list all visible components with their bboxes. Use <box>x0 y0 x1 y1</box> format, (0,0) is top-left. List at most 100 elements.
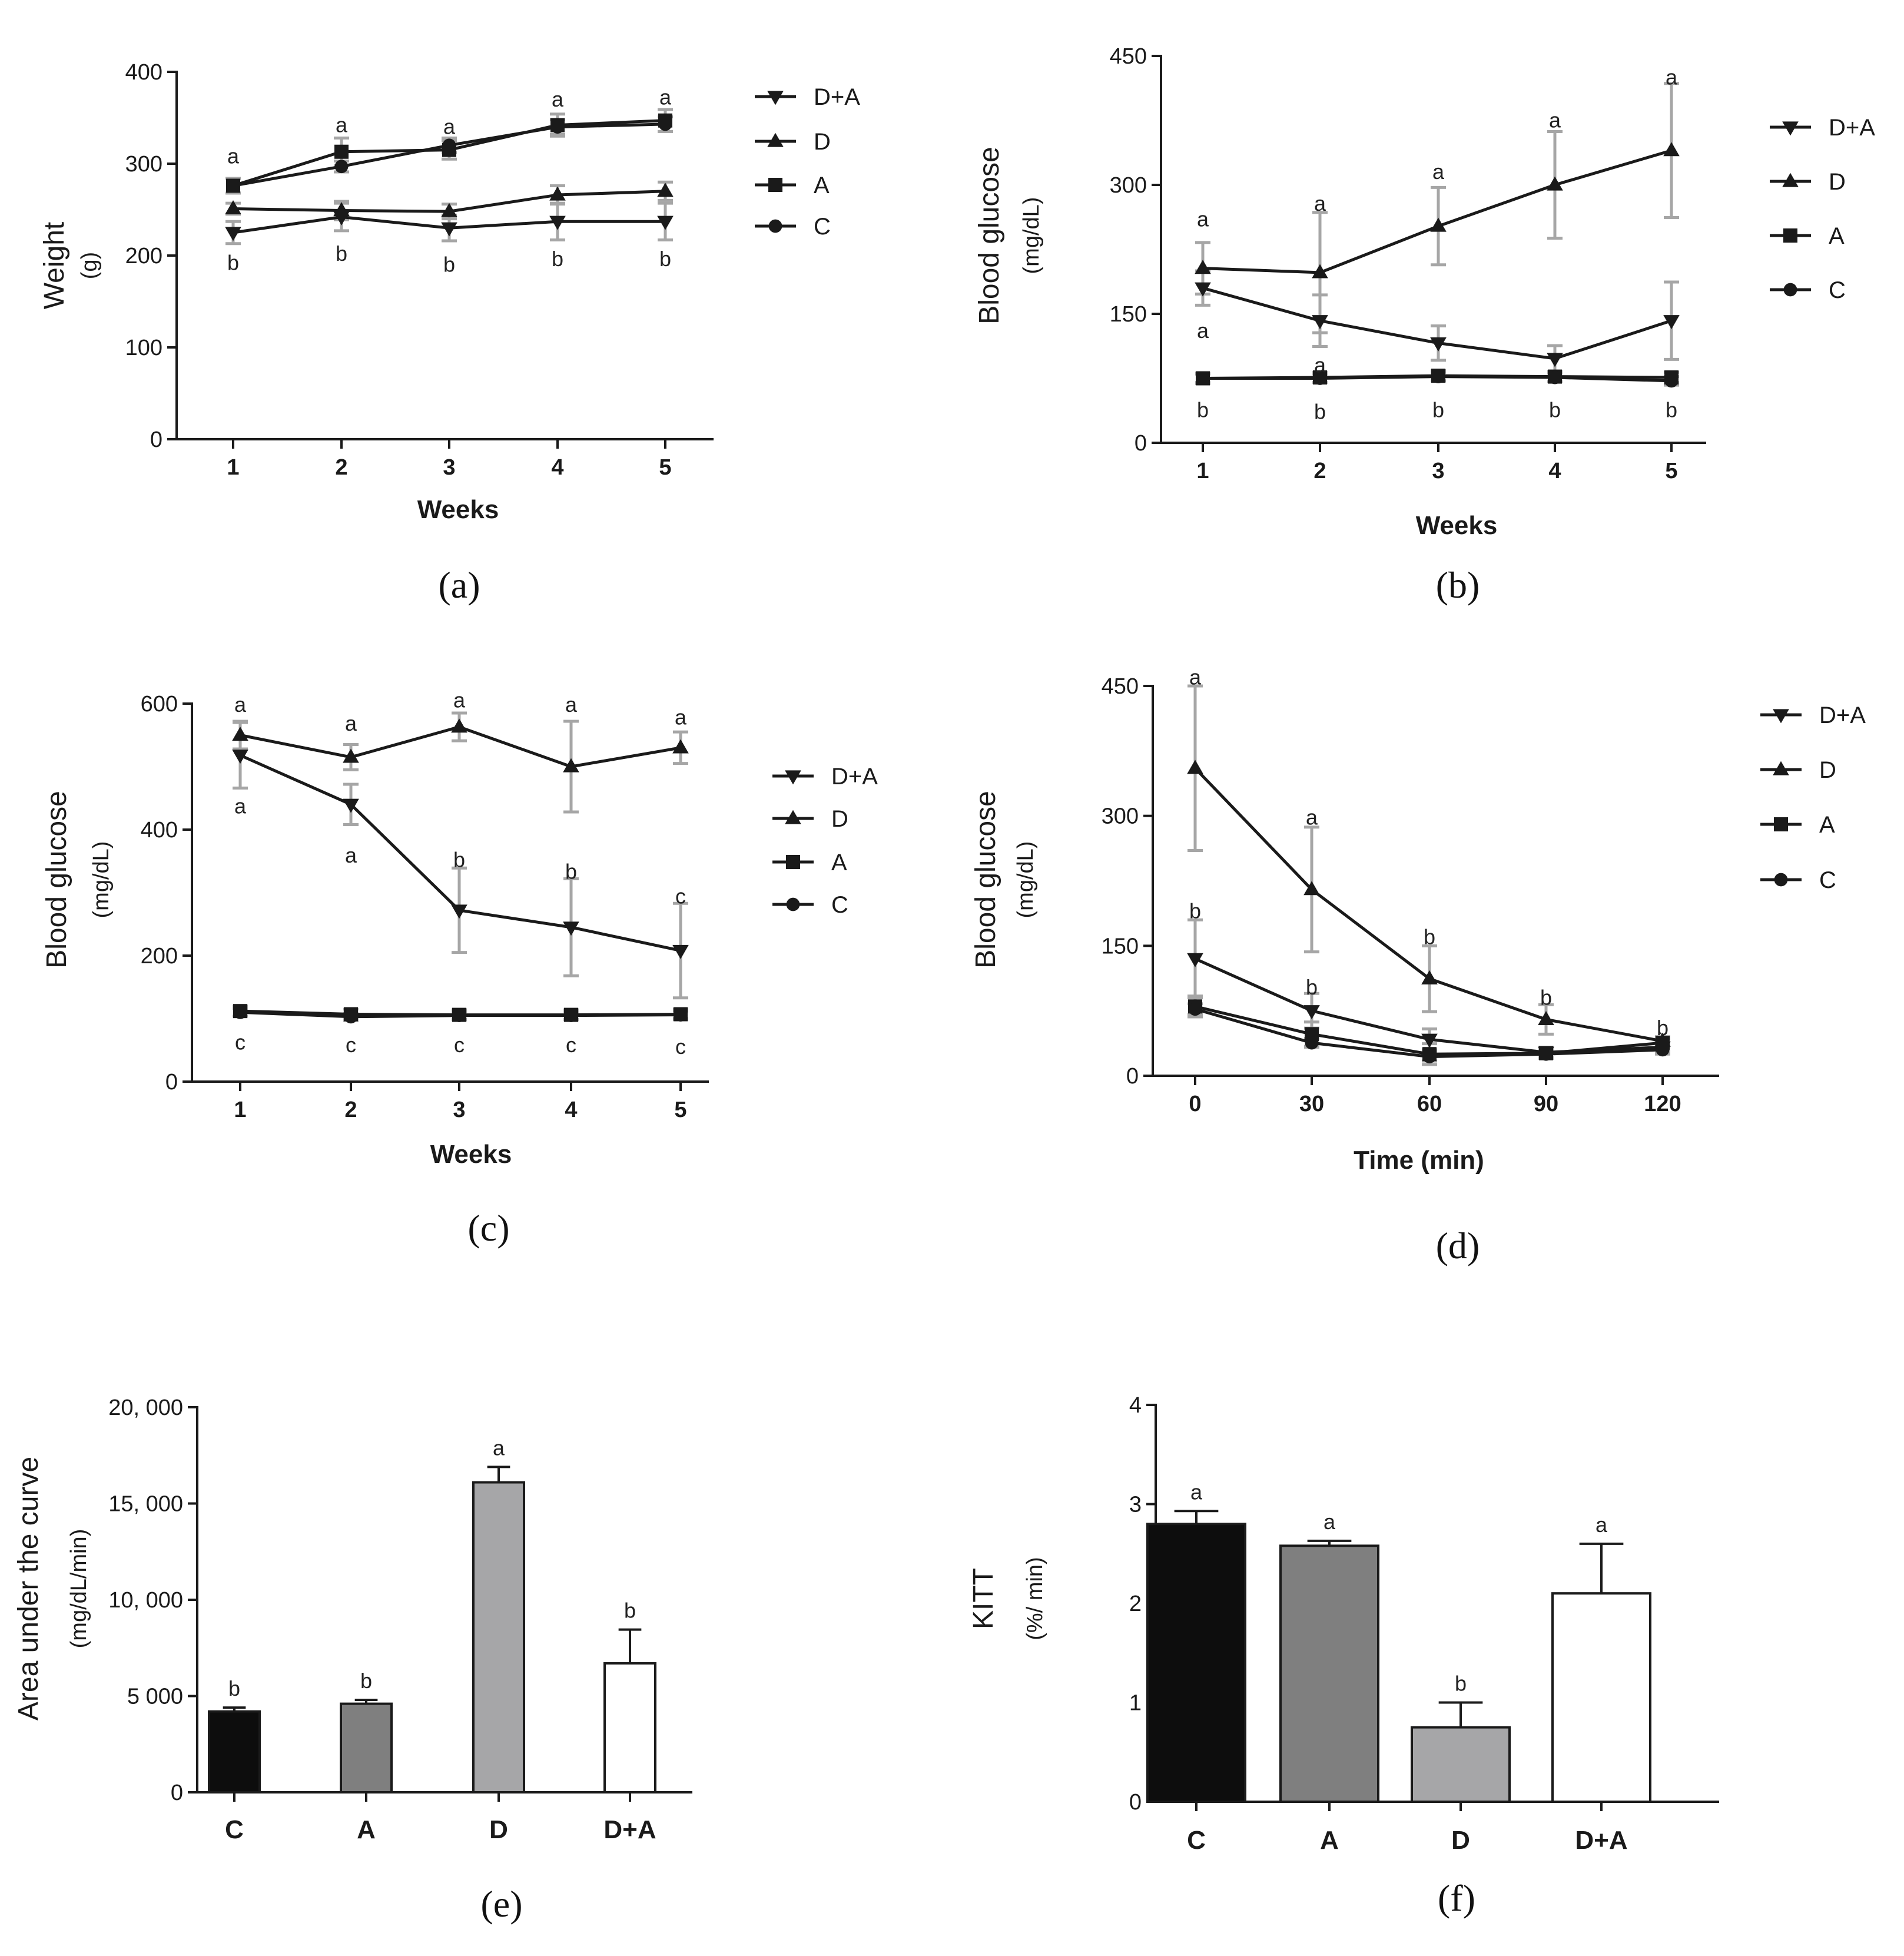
y-tick-label: 0 <box>150 427 162 452</box>
data-point-D <box>441 203 457 217</box>
legend-marker <box>768 219 782 233</box>
y-tick-label: 450 <box>1110 44 1147 69</box>
legend-label: A <box>831 850 847 876</box>
y-tick-label: 3 <box>1129 1493 1142 1517</box>
panel-caption: (f) <box>1438 1877 1475 1919</box>
significance-letter: a <box>675 705 687 730</box>
panel-caption: (a) <box>438 564 480 606</box>
significance-letter: b <box>565 860 577 884</box>
panel-c: 0 200 400 600 Blood glucose (mg/dL) (c) 1 2 3 4 5 We… <box>41 688 878 1249</box>
significance-letter: b <box>1189 899 1201 923</box>
y-tick-label: 10, 000 <box>108 1588 183 1613</box>
significance-letter: b <box>1455 1672 1467 1696</box>
panel-d: 0 150 300 450 Blood glucose (mg/dL) (d) 0 30 60 90… <box>970 665 1866 1267</box>
legend-marker <box>1773 709 1789 724</box>
data-point-D+A <box>232 750 248 764</box>
significance-letter: a <box>1666 65 1678 89</box>
y-tick-label: 450 <box>1102 674 1139 699</box>
panel-caption: (e) <box>480 1883 522 1925</box>
y-axis-title: Blood glucose <box>41 791 72 969</box>
y-tick-label: 600 <box>141 692 178 717</box>
y-tick-label: 150 <box>1110 302 1147 327</box>
legend-label: D+A <box>831 764 878 790</box>
data-point-C <box>1548 370 1562 384</box>
x-tick-label: 4 <box>1548 459 1561 483</box>
significance-letter: a <box>1306 805 1318 830</box>
significance-letter: c <box>235 1030 246 1055</box>
legend-marker <box>785 770 801 785</box>
y-tick-label: 2 <box>1129 1592 1142 1616</box>
legend-label: A <box>1819 812 1835 838</box>
x-tick-label: 4 <box>565 1098 577 1122</box>
x-tick-label: 0 <box>1189 1092 1201 1116</box>
significance-letter: a <box>1197 207 1209 231</box>
data-point-D <box>1663 142 1680 157</box>
significance-letter: a <box>552 87 564 111</box>
x-tick-label: 2 <box>335 455 347 480</box>
x-tick-label: 90 <box>1534 1092 1558 1116</box>
y-tick-label: 300 <box>1110 173 1147 198</box>
significance-letter: a <box>1314 353 1326 377</box>
y-tick-label: 1 <box>1129 1691 1142 1716</box>
bar-D+A <box>603 1662 656 1793</box>
y-tick-label: 150 <box>1102 934 1139 959</box>
legend-marker <box>786 855 800 869</box>
data-point-D+A <box>549 216 566 230</box>
significance-letter: c <box>675 1035 686 1059</box>
legend-marker <box>785 810 801 824</box>
data-point-C <box>452 1009 466 1023</box>
y-tick-label: 4 <box>1129 1393 1142 1418</box>
data-point-C <box>564 1009 578 1023</box>
significance-letter: b <box>336 241 347 266</box>
data-point-D+A <box>1195 282 1211 297</box>
legend-marker <box>767 132 784 147</box>
data-point-D <box>563 758 579 773</box>
data-point-D+A <box>657 216 674 230</box>
x-axis-title: Weeks <box>417 495 499 524</box>
significance-letter: b <box>1314 399 1326 423</box>
data-point-D <box>232 727 248 741</box>
bar-A <box>340 1702 393 1794</box>
data-point-D <box>549 186 566 201</box>
data-point-D+A <box>1430 337 1447 352</box>
legend-label: D+A <box>814 84 860 110</box>
y-tick-label: 5 000 <box>127 1685 183 1709</box>
legend-label: A <box>1829 223 1845 249</box>
bar-C <box>1146 1523 1246 1803</box>
panel-caption: (d) <box>1436 1225 1480 1267</box>
x-tick-label: 2 <box>1313 459 1326 483</box>
data-point-C <box>550 120 565 134</box>
significance-letter: a <box>345 711 357 735</box>
data-point-D <box>657 183 674 197</box>
significance-letter: a <box>1189 665 1202 689</box>
bar-A <box>1279 1544 1379 1804</box>
y-tick-label: 20, 000 <box>108 1395 183 1420</box>
x-tick-label: 5 <box>1665 459 1677 483</box>
significance-letter: b <box>228 1676 240 1700</box>
legend-marker <box>1774 817 1788 831</box>
x-tick-label: 5 <box>659 455 671 480</box>
data-point-D <box>672 739 689 754</box>
significance-letter: a <box>443 115 456 139</box>
y-axis-title: KITT <box>968 1568 999 1629</box>
panel-b: 0 150 300 450 Blood glucose (mg/dL) (b) 1 2 3 4 5 We… <box>974 44 1875 606</box>
panel-caption: (c) <box>467 1207 509 1249</box>
legend-label: C <box>1819 867 1836 893</box>
x-tick-label: 60 <box>1417 1092 1442 1116</box>
data-point-C <box>1313 372 1327 385</box>
significance-letter: b <box>1197 398 1209 422</box>
legend-label: C <box>831 892 848 918</box>
x-axis-title: Weeks <box>430 1140 512 1169</box>
panel-a: 0 100 200 300 400 Weight (g) (a) 1 2 3 4 5 Weeks a a a a a… <box>39 60 860 606</box>
y-tick-label: 300 <box>1102 804 1139 829</box>
x-tick-label: 1 <box>1196 459 1209 483</box>
y-tick-label: 0 <box>1126 1064 1139 1089</box>
data-point-C <box>674 1008 688 1022</box>
legend-marker <box>1774 873 1788 887</box>
y-tick-label: 200 <box>125 244 162 268</box>
x-tick-label: 1 <box>227 455 239 480</box>
y-tick-label: 400 <box>141 818 178 843</box>
legend-label: D <box>1829 169 1846 195</box>
